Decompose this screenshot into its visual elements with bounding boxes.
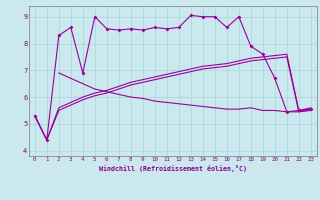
X-axis label: Windchill (Refroidissement éolien,°C): Windchill (Refroidissement éolien,°C) [99,165,247,172]
